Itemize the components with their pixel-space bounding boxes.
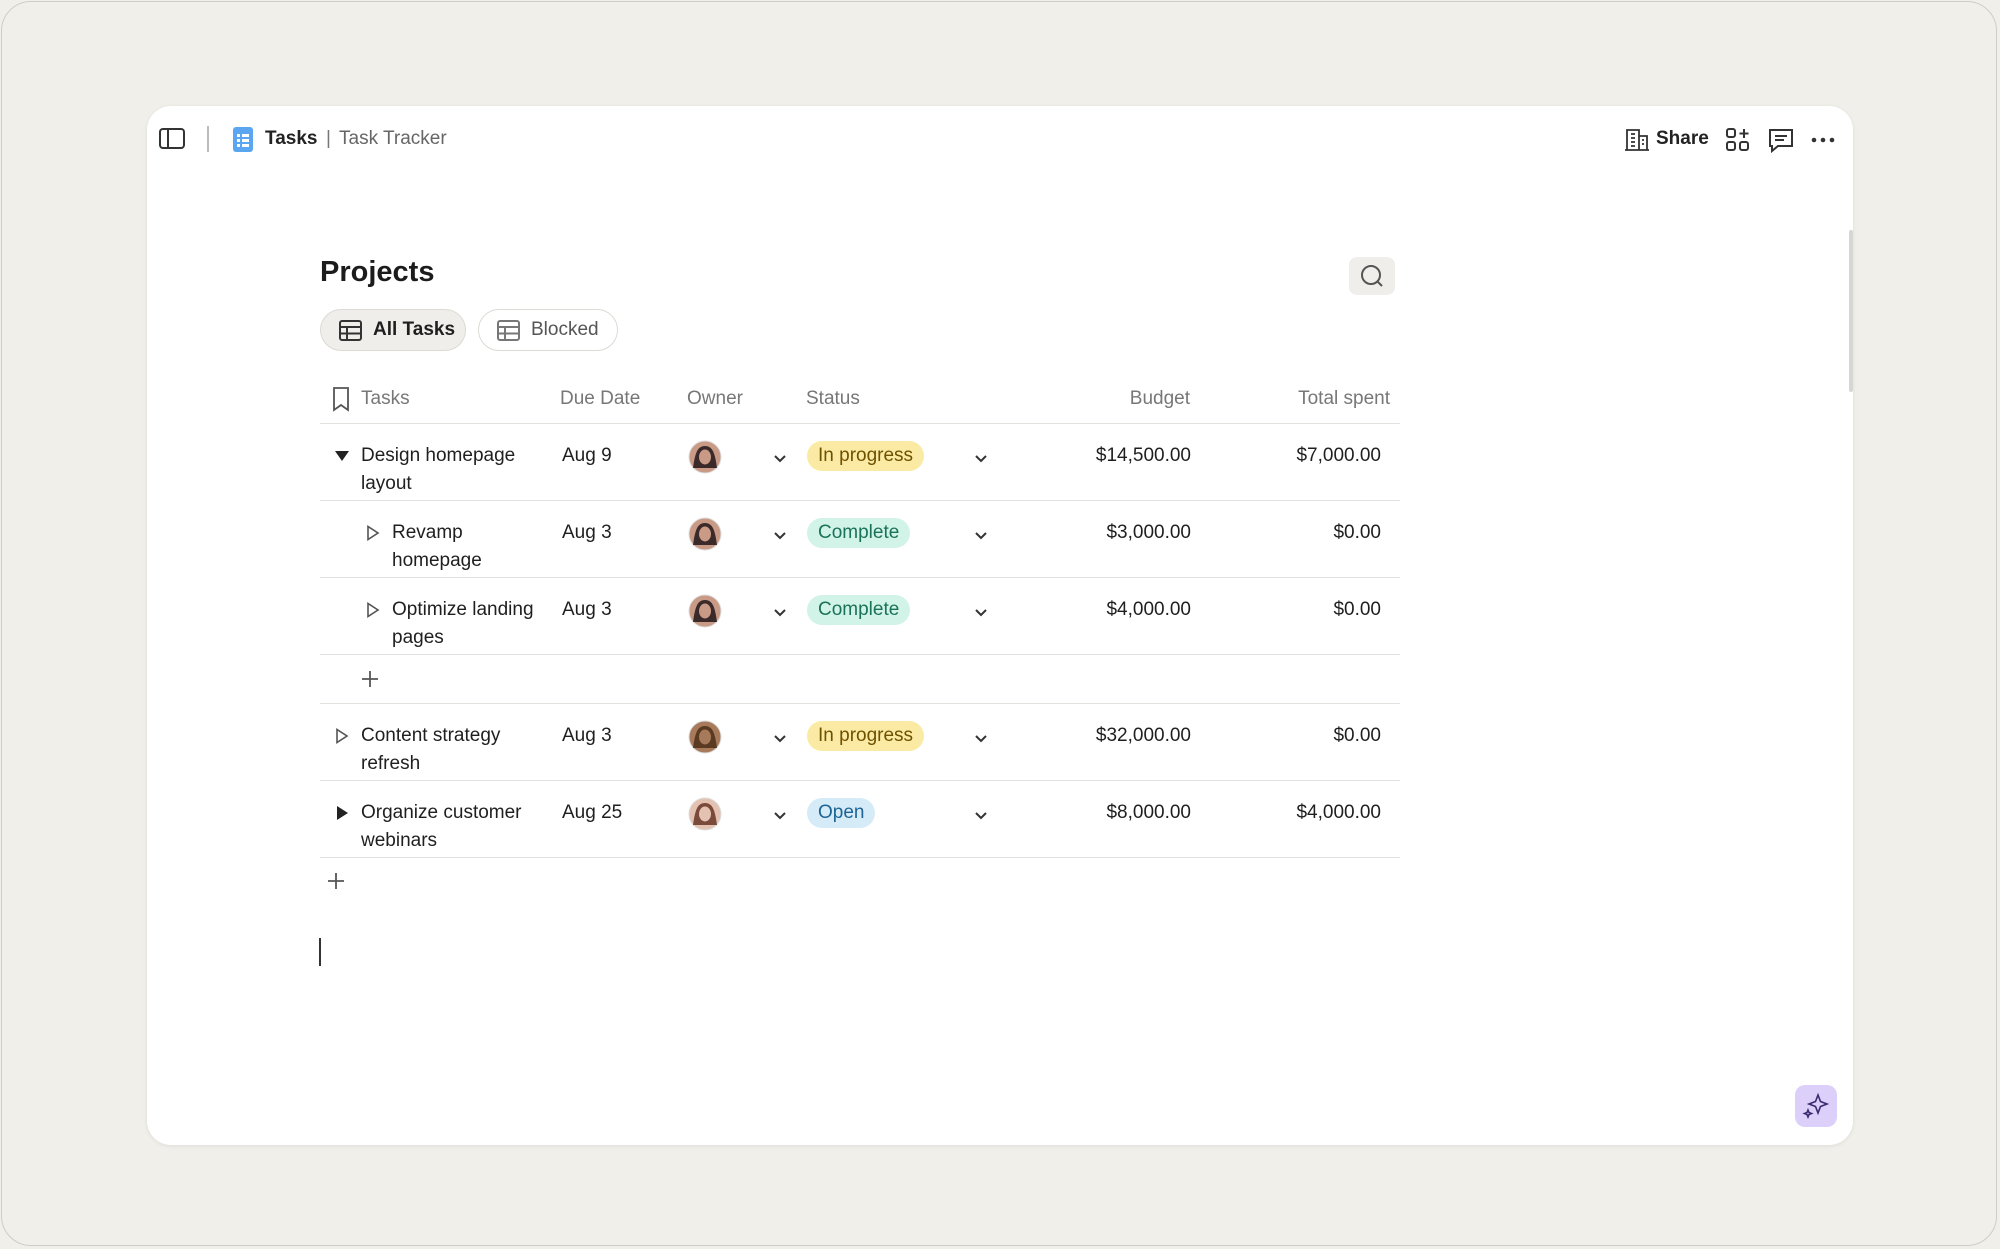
task-name[interactable]: Revamp homepage <box>392 522 482 571</box>
bookmark-icon <box>333 387 349 412</box>
row-toggle[interactable] <box>332 803 352 823</box>
owner-dropdown[interactable] <box>772 451 788 463</box>
budget: $3,000.00 <box>1106 522 1191 543</box>
row-toggle[interactable] <box>363 600 383 620</box>
status-pill[interactable]: In progress <box>807 721 925 751</box>
tab-label: All Tasks <box>373 319 456 340</box>
budget: $32,000.00 <box>1095 725 1191 746</box>
row-toggle[interactable] <box>332 446 352 466</box>
owner-dropdown[interactable] <box>772 731 788 743</box>
share-icon[interactable] <box>1624 126 1650 152</box>
due-date: Aug 3 <box>562 725 612 746</box>
budget: $8,000.00 <box>1106 802 1191 823</box>
owner-dropdown[interactable] <box>772 605 788 617</box>
document-card <box>147 106 1853 1145</box>
breadcrumb-separator: | <box>326 128 331 149</box>
total-spent: $7,000.00 <box>1296 445 1381 466</box>
status-dropdown[interactable] <box>973 528 989 540</box>
owner-dropdown[interactable] <box>772 528 788 540</box>
task-name[interactable]: Content strategy refresh <box>361 725 501 774</box>
row-divider <box>320 654 1400 655</box>
owner-avatar[interactable] <box>688 517 722 551</box>
owner-avatar[interactable] <box>688 594 722 628</box>
status-pill[interactable]: Complete <box>807 518 911 548</box>
owner-avatar[interactable] <box>688 797 722 831</box>
sidebar-toggle[interactable] <box>158 126 188 152</box>
status-dropdown[interactable] <box>973 731 989 743</box>
breadcrumb-page[interactable]: Task Tracker <box>339 128 447 149</box>
column-header[interactable]: Total spent <box>1298 388 1390 409</box>
column-header[interactable]: Owner <box>687 388 743 409</box>
budget: $14,500.00 <box>1095 445 1191 466</box>
column-header[interactable]: Tasks <box>361 388 410 409</box>
status-pill[interactable]: Open <box>807 798 876 828</box>
row-divider <box>320 780 1400 781</box>
scrollbar[interactable] <box>1849 230 1853 392</box>
column-header[interactable]: Due Date <box>560 388 641 409</box>
due-date: Aug 3 <box>562 522 612 543</box>
apps-icon[interactable] <box>1725 127 1751 153</box>
status-dropdown[interactable] <box>973 605 989 617</box>
text-cursor <box>319 938 321 966</box>
due-date: Aug 9 <box>562 445 612 466</box>
task-name[interactable]: Optimize landing pages <box>392 599 534 648</box>
row-toggle[interactable] <box>363 523 383 543</box>
column-header[interactable]: Status <box>806 388 860 409</box>
tab-label: Blocked <box>531 319 599 340</box>
total-spent: $4,000.00 <box>1296 802 1381 823</box>
status-dropdown[interactable] <box>973 808 989 820</box>
doc-icon <box>233 127 253 152</box>
owner-avatar[interactable] <box>688 440 722 474</box>
total-spent: $0.00 <box>1333 725 1381 746</box>
tab-blocked[interactable]: Blocked <box>478 309 618 351</box>
due-date: Aug 3 <box>562 599 612 620</box>
share-button[interactable]: Share <box>1656 128 1709 149</box>
divider <box>207 126 209 152</box>
more-icon[interactable] <box>1810 130 1836 150</box>
row-divider <box>320 500 1400 501</box>
column-header[interactable]: Budget <box>1129 388 1190 409</box>
total-spent: $0.00 <box>1333 522 1381 543</box>
add-row-button[interactable] <box>326 871 346 891</box>
page-title: Projects <box>320 256 435 288</box>
task-name[interactable]: Design homepage layout <box>361 445 516 494</box>
task-name[interactable]: Organize customer webinars <box>361 802 522 851</box>
row-toggle[interactable] <box>332 726 352 746</box>
comments-icon[interactable] <box>1767 127 1795 153</box>
status-pill[interactable]: Complete <box>807 595 911 625</box>
status-pill[interactable]: In progress <box>807 441 925 471</box>
due-date: Aug 25 <box>562 802 623 823</box>
row-divider <box>320 577 1400 578</box>
owner-dropdown[interactable] <box>772 808 788 820</box>
row-divider <box>320 857 1400 858</box>
tab-all-tasks[interactable]: All Tasks <box>320 309 466 351</box>
add-row-button[interactable] <box>360 669 380 689</box>
row-divider <box>320 703 1400 704</box>
search-button[interactable] <box>1349 257 1395 295</box>
total-spent: $0.00 <box>1333 599 1381 620</box>
row-divider <box>320 423 1400 424</box>
breadcrumb-doc[interactable]: Tasks <box>265 128 318 149</box>
owner-avatar[interactable] <box>688 720 722 754</box>
status-dropdown[interactable] <box>973 451 989 463</box>
budget: $4,000.00 <box>1106 599 1191 620</box>
ai-button[interactable] <box>1795 1085 1837 1127</box>
